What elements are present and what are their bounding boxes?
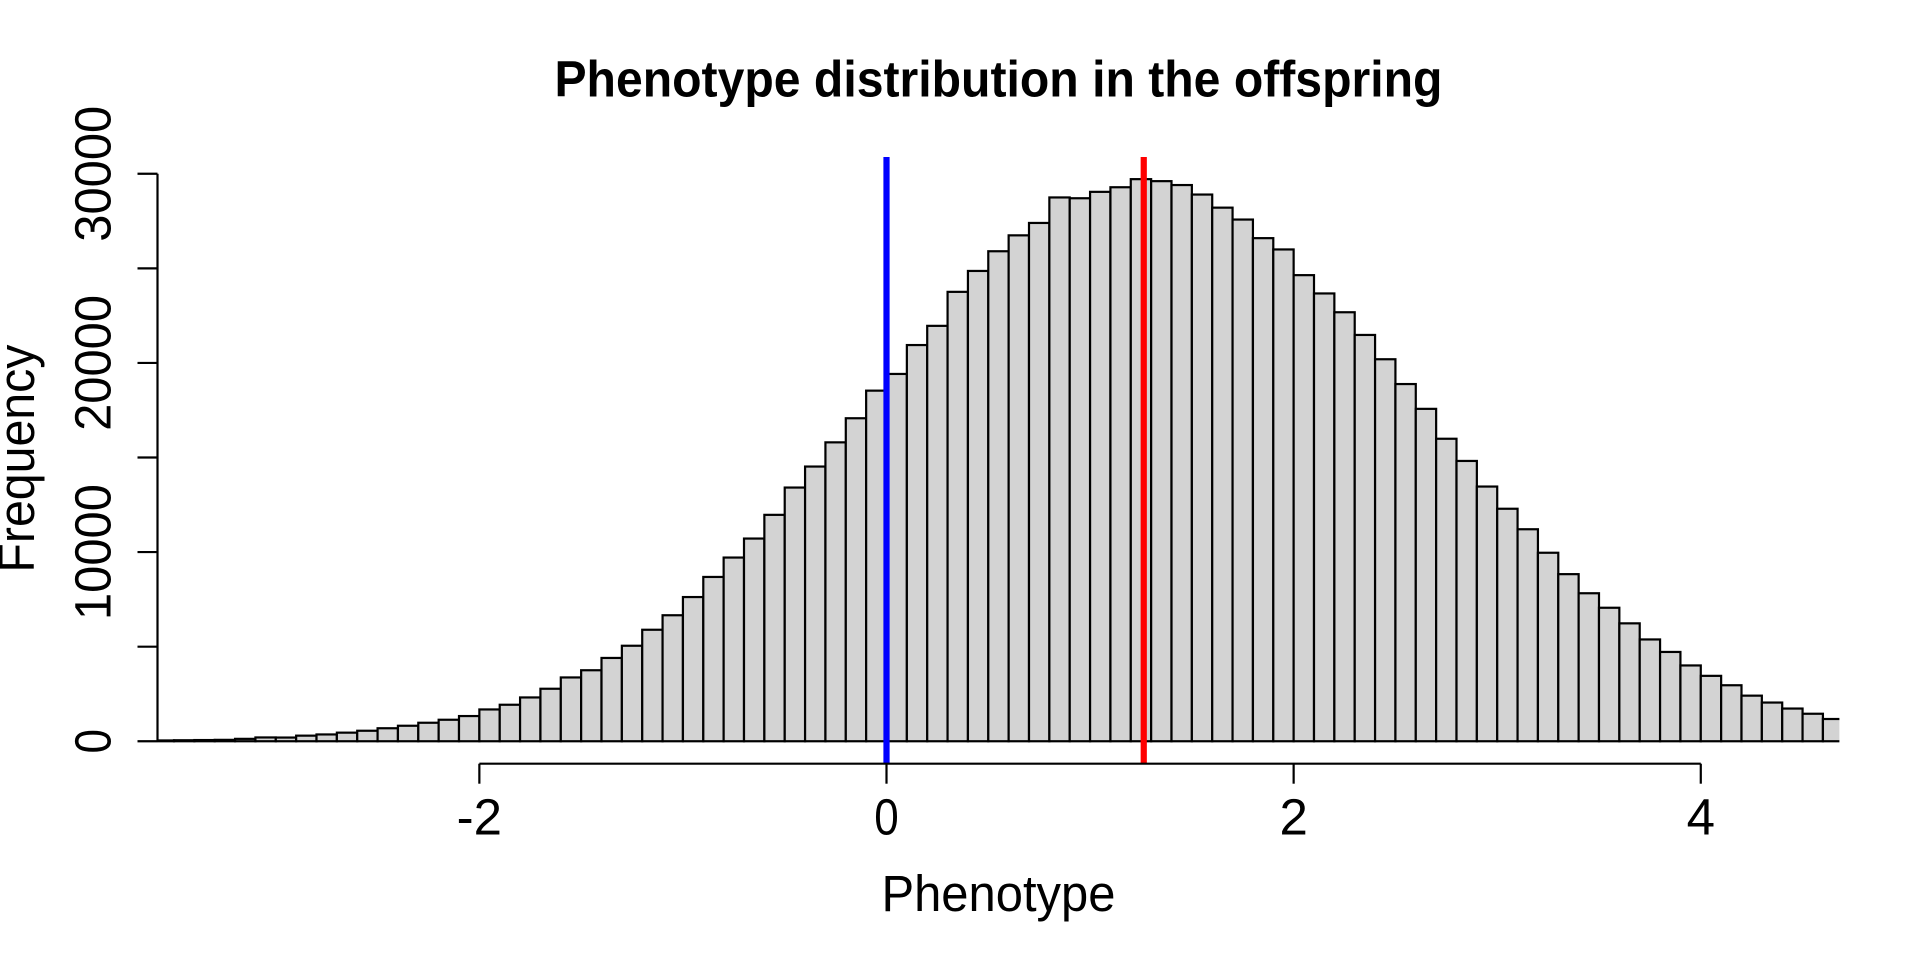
svg-text:20000: 20000 [65, 295, 122, 431]
svg-text:Phenotype: Phenotype [881, 865, 1115, 922]
svg-text:4: 4 [1687, 789, 1715, 846]
svg-text:Phenotype distribution in the: Phenotype distribution in the offspring [554, 51, 1442, 108]
svg-text:Frequency: Frequency [0, 344, 45, 572]
svg-text:30000: 30000 [65, 106, 122, 242]
svg-text:2: 2 [1279, 789, 1307, 846]
svg-text:0: 0 [874, 789, 899, 846]
svg-text:0: 0 [65, 729, 122, 754]
svg-text:-2: -2 [457, 789, 502, 846]
svg-text:10000: 10000 [65, 484, 122, 620]
